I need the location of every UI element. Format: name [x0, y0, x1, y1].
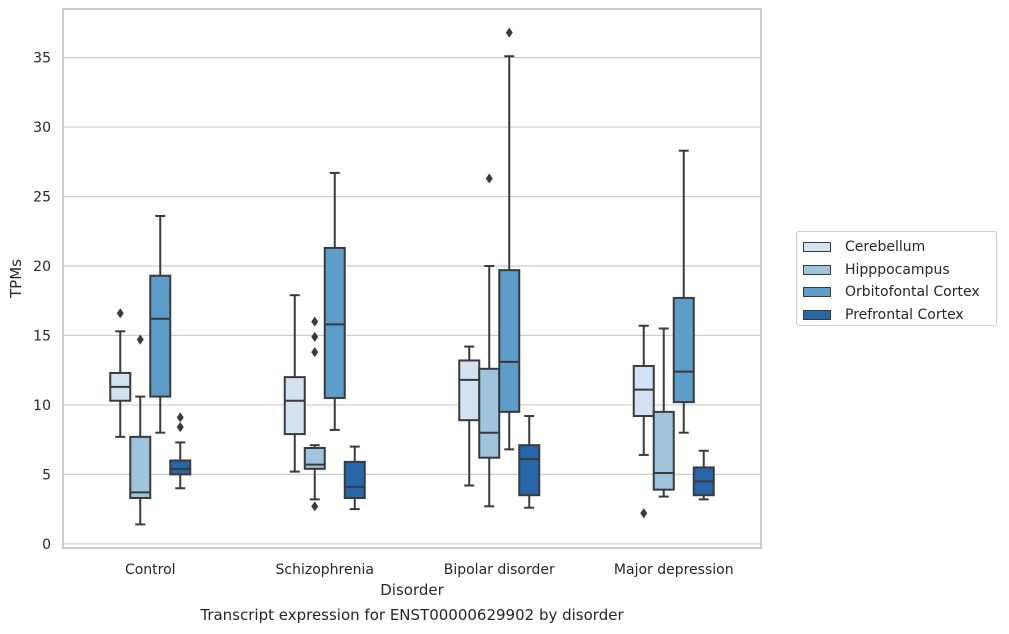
box [632, 365, 655, 418]
box [498, 269, 521, 413]
x-tick-label: Schizophrenia [276, 562, 374, 578]
box [458, 359, 481, 422]
legend: Cerebellum Hipppocampus Orbitofontal Corte… [796, 231, 997, 326]
outlier-point [505, 27, 513, 38]
y-axis-label: TPMs [7, 259, 25, 299]
legend-label: Orbitofontal Cortex [845, 284, 980, 301]
box [149, 274, 172, 398]
box [283, 376, 306, 436]
y-tick-label: 20 [33, 259, 51, 275]
outlier-point [311, 347, 319, 358]
legend-swatch [803, 264, 831, 275]
box [672, 296, 695, 404]
box [343, 460, 366, 499]
legend-label: Prefrontal Cortex [845, 306, 964, 323]
outlier-point [640, 508, 648, 519]
y-tick-label: 5 [42, 467, 51, 483]
y-tick-label: 30 [33, 120, 51, 136]
chart-caption: Transcript expression for ENST0000062990… [200, 606, 624, 624]
legend-swatch [803, 309, 831, 320]
x-tick-label: Control [125, 562, 176, 578]
y-tick-label: 35 [33, 51, 51, 67]
box [303, 446, 326, 470]
outlier-point [311, 331, 319, 342]
y-tick-label: 25 [33, 190, 51, 206]
y-tick-label: 10 [33, 398, 51, 414]
legend-item: Orbitofontal Cortex [803, 281, 996, 304]
outlier-point [176, 422, 184, 433]
legend-item: Hipppocampus [803, 259, 996, 282]
plot-frame [62, 8, 762, 549]
legend-item: Prefrontal Cortex [803, 304, 996, 327]
x-axis-label: Disorder [380, 581, 444, 599]
legend-label: Cerebellum [845, 239, 926, 256]
legend-swatch [803, 287, 831, 298]
box [478, 367, 501, 459]
outlier-point [485, 173, 493, 184]
x-tick-label: Bipolar disorder [444, 562, 555, 578]
box [518, 444, 541, 497]
y-tick-label: 15 [33, 328, 51, 344]
outlier-point [311, 501, 319, 512]
y-tick-label: 0 [42, 537, 51, 553]
x-tick-label: Major depression [614, 562, 734, 578]
legend-item: Cerebellum [803, 236, 996, 259]
box [323, 246, 346, 399]
outlier-point [136, 334, 144, 345]
box [652, 410, 675, 491]
outlier-point [311, 316, 319, 327]
box [129, 435, 152, 499]
legend-label: Hipppocampus [845, 261, 950, 278]
outlier-point [176, 412, 184, 423]
outlier-point [116, 308, 124, 319]
box [169, 459, 192, 476]
legend-swatch [803, 242, 831, 253]
